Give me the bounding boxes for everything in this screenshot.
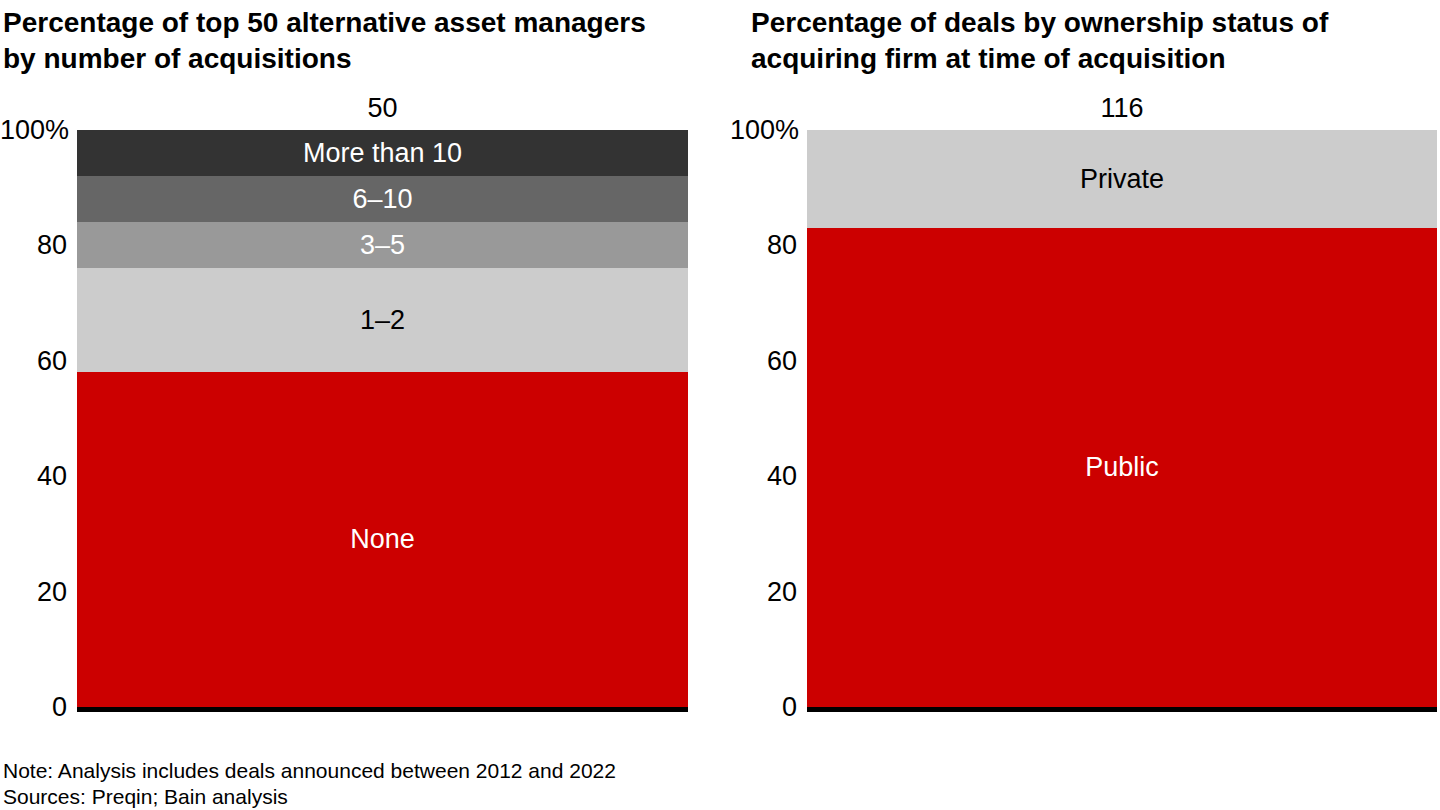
chart-page: Percentage of top 50 alternative asset m…	[0, 0, 1440, 810]
segment-label: More than 10	[303, 138, 462, 169]
bar-segment-1-2: 1–2	[77, 268, 688, 372]
y-tick-label: 80	[0, 229, 67, 261]
bar-segment-none: None	[77, 372, 688, 707]
footer: Note: Analysis includes deals announced …	[3, 758, 616, 810]
right-y-axis: 100%806040200	[730, 130, 797, 707]
bar-segment-6-10: 6–10	[77, 176, 688, 222]
bar-segment-public: Public	[807, 228, 1437, 707]
segment-label: Private	[1080, 164, 1164, 195]
y-tick-label: 0	[0, 691, 67, 723]
left-bar-total-label: 50	[77, 92, 688, 124]
segment-label: 1–2	[360, 305, 405, 336]
y-tick-label: 20	[0, 576, 67, 608]
segment-label: None	[350, 524, 415, 555]
y-tick-label: 100%	[0, 114, 67, 146]
y-tick-label: 0	[730, 691, 797, 723]
note-text: Note: Analysis includes deals announced …	[3, 758, 616, 784]
left-stacked-bar: More than 10 6–10 3–5 1–2 None	[77, 130, 688, 712]
bar-segment-private: Private	[807, 130, 1437, 228]
y-tick-label: 40	[730, 460, 797, 492]
right-bar-total-label: 116	[807, 92, 1437, 124]
y-tick-label: 40	[0, 460, 67, 492]
segment-label: 6–10	[352, 184, 412, 215]
y-tick-label: 60	[0, 345, 67, 377]
bar-segment-more-than-10: More than 10	[77, 130, 688, 176]
y-tick-label: 60	[730, 345, 797, 377]
y-tick-label: 20	[730, 576, 797, 608]
segment-label: Public	[1085, 452, 1159, 483]
y-tick-label: 100%	[730, 114, 797, 146]
y-tick-label: 80	[730, 229, 797, 261]
segment-label: 3–5	[360, 230, 405, 261]
bar-segment-3-5: 3–5	[77, 222, 688, 268]
left-chart-title: Percentage of top 50 alternative asset m…	[3, 5, 703, 77]
left-y-axis: 100%806040200	[0, 130, 67, 707]
sources-text: Sources: Preqin; Bain analysis	[3, 784, 616, 810]
right-stacked-bar: Private Public	[807, 130, 1437, 712]
right-chart-title: Percentage of deals by ownership status …	[751, 5, 1431, 77]
